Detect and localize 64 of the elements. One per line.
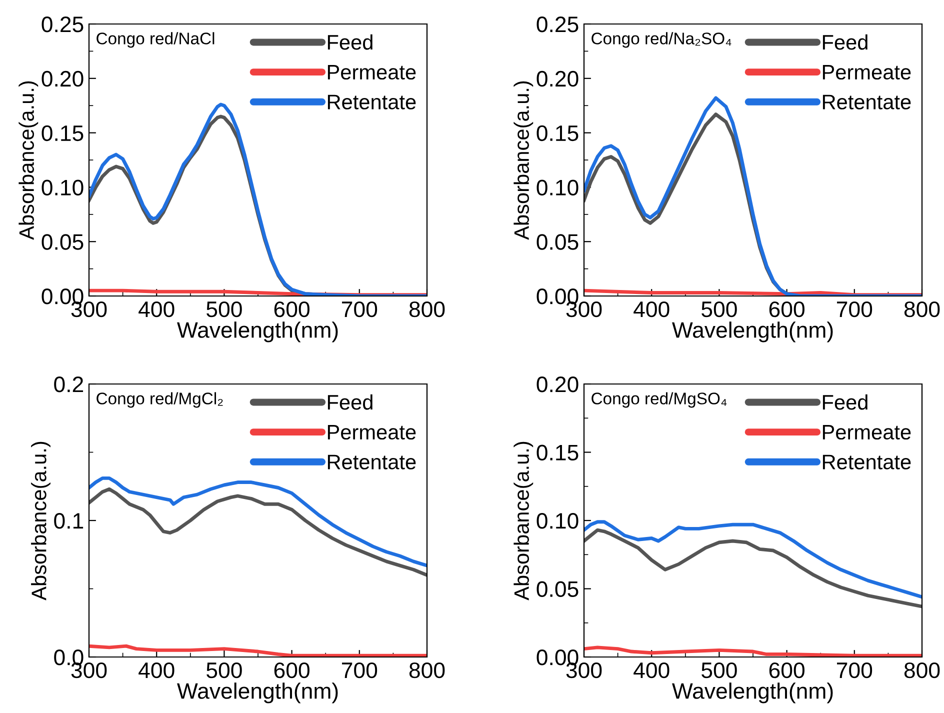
x-tick-label: 800 [409, 301, 445, 318]
y-axis-title: Absorbance(a.u.) [31, 442, 50, 600]
legend-label: Permeate [822, 425, 911, 440]
x-tick-label: 600 [769, 301, 804, 318]
legend-label: Retentate [328, 94, 416, 110]
annotation: Congo red/Na₂SO₄ [592, 32, 732, 48]
x-tick-label: 500 [206, 662, 242, 678]
x-tick-label: 500 [702, 301, 737, 318]
x-axis-title: Wavelength(nm) [672, 322, 833, 342]
line-series [584, 520, 922, 599]
legend-label: Retentate [822, 94, 911, 110]
x-tick-label: 400 [634, 301, 670, 318]
x-axis-title: Wavelength(nm) [177, 322, 338, 342]
y-tick-label: 0.05 [42, 234, 84, 250]
line-series [89, 487, 427, 577]
x-tick-label: 600 [274, 662, 310, 678]
x-tick-label: 700 [837, 301, 872, 318]
y-axis-title: Absorbance(a.u.) [514, 442, 534, 600]
legend-label: Retentate [822, 454, 911, 470]
legend-label: Permeate [328, 65, 416, 80]
legend-label: Retentate [328, 454, 416, 470]
x-tick-label: 800 [904, 662, 940, 678]
x-tick-label: 400 [138, 301, 174, 318]
x-tick-label: 400 [634, 662, 670, 678]
legend-label: Permeate [328, 425, 416, 440]
x-tick-label: 600 [769, 662, 804, 678]
y-tick-label: 0.20 [536, 70, 578, 87]
x-tick-label: 700 [342, 301, 378, 318]
y-tick-label: 0.15 [42, 125, 84, 142]
y-tick-label: 0.1 [54, 513, 84, 529]
y-tick-label: 0.25 [536, 16, 578, 32]
y-tick-label: 0.25 [42, 16, 84, 32]
legend-label: Feed [328, 394, 372, 410]
line-series [584, 528, 922, 608]
y-tick-label: 0.05 [536, 234, 578, 250]
y-tick-label: 0.10 [536, 513, 578, 529]
x-axis-title: Wavelength(nm) [672, 682, 833, 704]
x-tick-label: 700 [837, 662, 872, 678]
y-tick-label: 0.2 [54, 376, 84, 392]
x-tick-label: 800 [904, 301, 940, 318]
legend-label: Feed [822, 394, 868, 410]
y-tick-label: 0.10 [536, 180, 578, 196]
x-tick-label: 700 [342, 662, 378, 678]
x-tick-label: 500 [702, 662, 737, 678]
line-series [89, 476, 427, 568]
legend-label: Feed [822, 34, 868, 50]
y-tick-label: 0.15 [536, 125, 578, 142]
x-tick-label: 400 [138, 662, 174, 678]
legend-label: Permeate [822, 65, 911, 80]
y-axis-title: Absorbance(a.u.) [18, 81, 38, 240]
annotation: Congo red/MgCl₂ [96, 392, 223, 408]
y-tick-label: 0.20 [42, 70, 84, 87]
y-tick-label: 0.05 [536, 581, 578, 598]
annotation: Congo red/MgSO₄ [592, 392, 727, 408]
y-axis-title: Absorbance(a.u.) [514, 81, 534, 240]
y-tick-label: 0.20 [536, 376, 578, 392]
x-tick-label: 500 [206, 301, 242, 318]
x-axis-title: Wavelength(nm) [177, 682, 338, 704]
legend-label: Feed [328, 34, 372, 50]
y-tick-label: 0.10 [42, 180, 84, 196]
annotation: Congo red/NaCl [96, 32, 214, 48]
x-tick-label: 600 [274, 301, 310, 318]
y-tick-label: 0.15 [536, 444, 578, 461]
x-tick-label: 800 [409, 662, 445, 678]
